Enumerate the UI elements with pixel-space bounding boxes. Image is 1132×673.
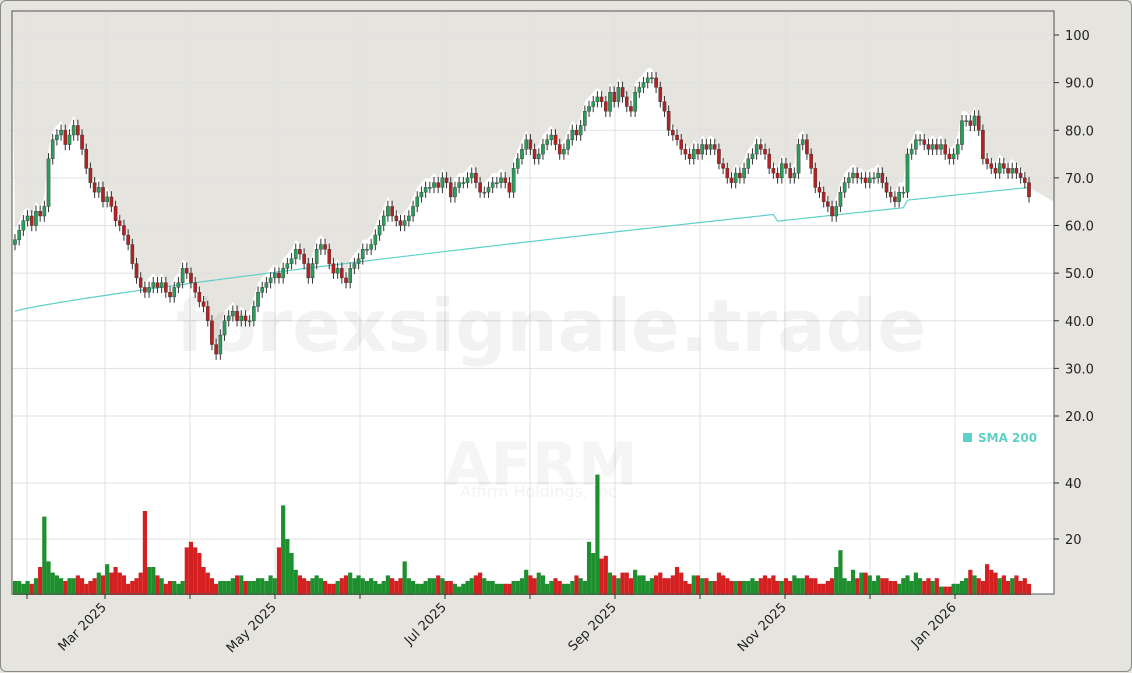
- watermark-text: forexsignale.trade: [176, 284, 926, 368]
- price-tick-label: 70.0: [1065, 172, 1094, 187]
- candles: [13, 72, 1031, 360]
- date-tick-label: Jan 2026: [908, 600, 960, 652]
- plot-border: [11, 10, 1055, 595]
- price-tick-label: 40.0: [1065, 315, 1094, 330]
- date-tick-label: Nov 2025: [735, 600, 790, 655]
- volume-tick-label: 20: [1065, 533, 1082, 548]
- price-tick-label: 90.0: [1065, 77, 1094, 92]
- date-tick-label: May 2025: [224, 600, 280, 656]
- ticker-watermark: AFRM: [444, 430, 637, 500]
- price-tick-label: 30.0: [1065, 362, 1094, 377]
- price-tick-label: 100: [1065, 29, 1090, 44]
- price-tick-label: 80.0: [1065, 124, 1094, 139]
- date-tick-label: Jul 2025: [401, 600, 450, 649]
- company-watermark: Affirm Holdings, Inc.: [460, 482, 622, 501]
- price-tick-label: 50.0: [1065, 267, 1094, 282]
- upper-shade: [12, 11, 1054, 345]
- date-tick-label: Sep 2025: [566, 600, 620, 654]
- legend-swatch: [963, 433, 972, 442]
- price-tick-label: 20.0: [1065, 410, 1094, 425]
- legend-sma-200: SMA 200: [978, 431, 1037, 445]
- sma-200-line: [14, 186, 1030, 312]
- volume-bars: [12, 474, 1032, 595]
- price-tick-label: 60.0: [1065, 220, 1094, 235]
- date-tick-label: Mar 2025: [56, 600, 110, 654]
- volume-tick-label: 40: [1065, 477, 1082, 492]
